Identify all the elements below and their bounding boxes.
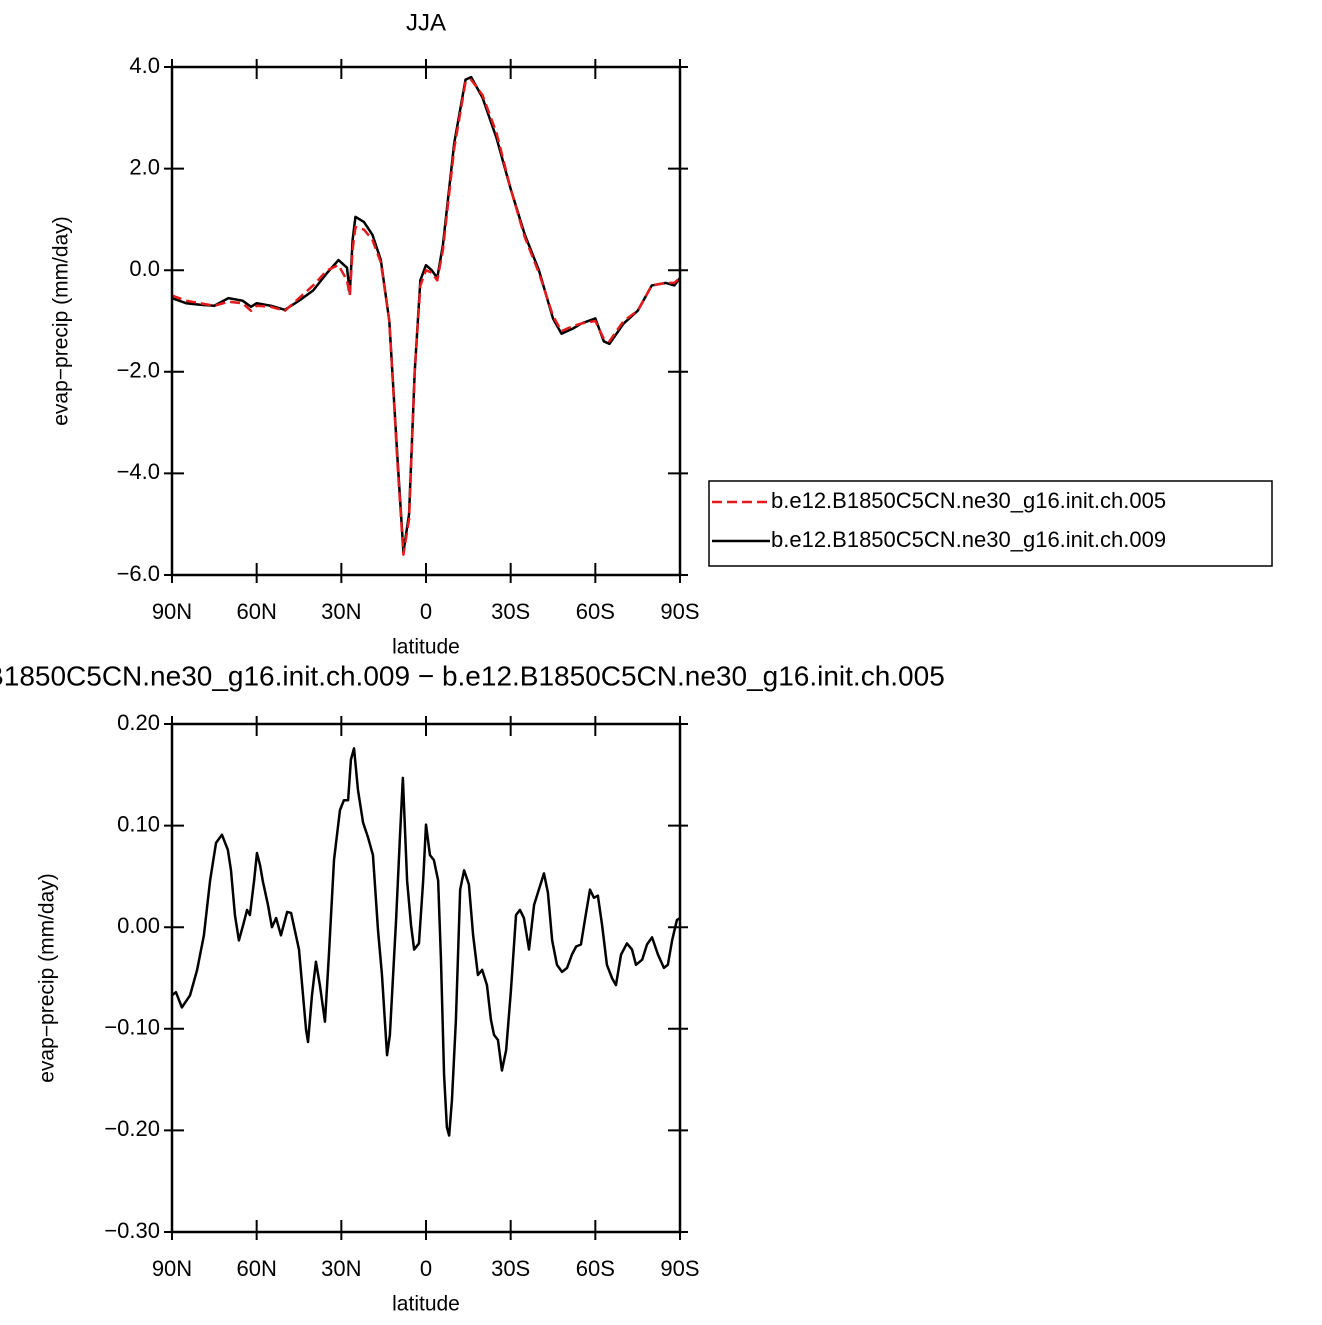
x-tick-label: 0 — [420, 599, 432, 624]
x-tick-label: 30N — [321, 599, 361, 624]
y-tick-label: −0.30 — [104, 1218, 160, 1243]
x-axis-label: latitude — [392, 636, 460, 659]
x-tick-label: 60N — [236, 1256, 276, 1281]
x-tick-label: 90S — [660, 599, 699, 624]
y-tick-label: 0.20 — [117, 710, 160, 735]
data-line — [171, 747, 681, 1137]
chart-title: b.e12.B1850C5CN.ne30_g16.init.ch.009 − b… — [0, 660, 945, 691]
x-tick-label: 90N — [152, 599, 192, 624]
x-tick-label: 0 — [420, 1256, 432, 1281]
x-tick-label: 30S — [491, 599, 530, 624]
y-axis-label: evap−precip (mm/day) — [36, 873, 59, 1083]
y-tick-label: −0.10 — [104, 1015, 160, 1040]
y-tick-label: −4.0 — [117, 459, 160, 484]
x-tick-label: 30S — [491, 1256, 530, 1281]
y-tick-label: 0.00 — [117, 913, 160, 938]
x-tick-label: 90N — [152, 1256, 192, 1281]
y-tick-label: −2.0 — [117, 358, 160, 383]
legend-label: b.e12.B1850C5CN.ne30_g16.init.ch.009 — [771, 527, 1166, 552]
y-tick-label: −0.20 — [104, 1116, 160, 1141]
chart-title: JJA — [406, 9, 446, 36]
y-tick-label: 4.0 — [129, 53, 160, 78]
y-tick-label: 2.0 — [129, 154, 160, 179]
y-tick-label: −6.0 — [117, 561, 160, 586]
plot-frame — [170, 65, 682, 577]
x-tick-label: 90S — [660, 1256, 699, 1281]
data-line — [171, 75, 682, 554]
y-axis-label: evap−precip (mm/day) — [50, 216, 73, 426]
plot-frame — [170, 722, 682, 1234]
x-tick-label: 30N — [321, 1256, 361, 1281]
x-tick-label: 60N — [236, 599, 276, 624]
data-line — [171, 78, 681, 556]
x-tick-label: 60S — [576, 599, 615, 624]
legend-box — [708, 480, 1273, 567]
y-tick-label: 0.0 — [129, 256, 160, 281]
y-tick-label: 0.10 — [117, 811, 160, 836]
legend-label: b.e12.B1850C5CN.ne30_g16.init.ch.005 — [771, 488, 1166, 513]
x-axis-label: latitude — [392, 1293, 460, 1316]
x-tick-label: 60S — [576, 1256, 615, 1281]
